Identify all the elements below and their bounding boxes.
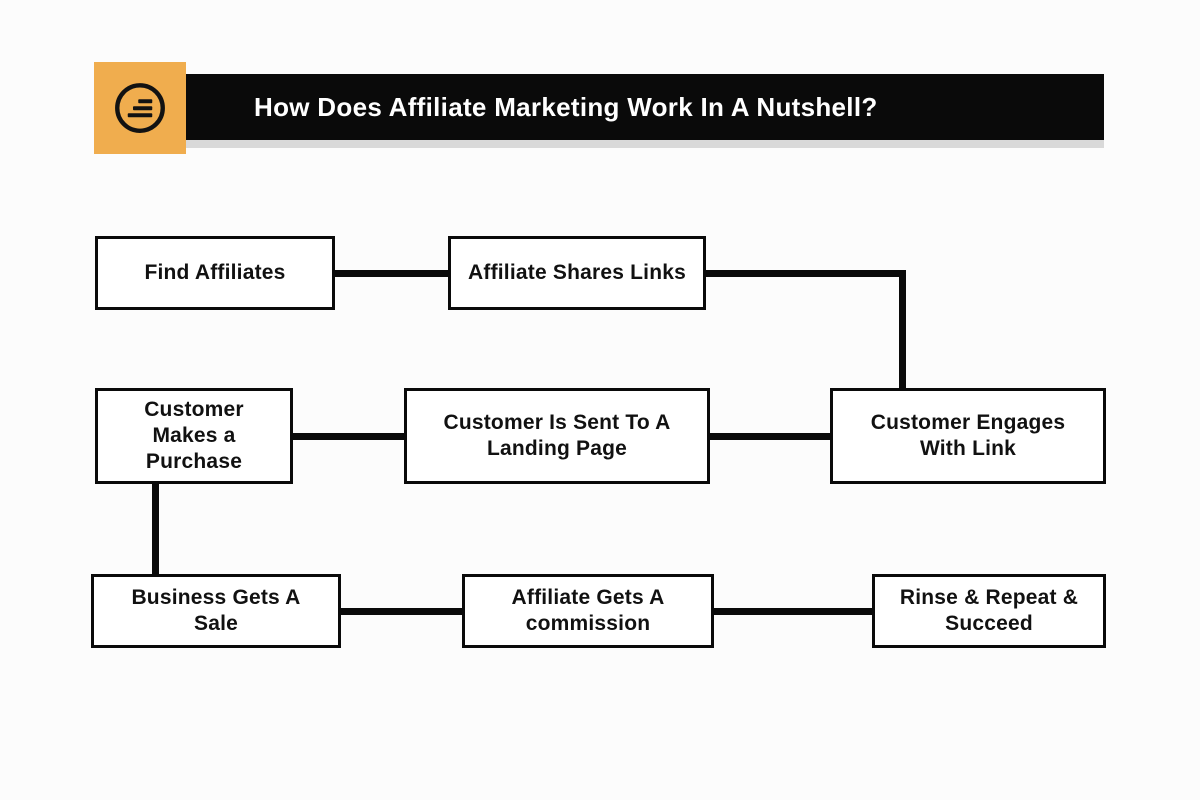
edge-n7-n8 [714, 608, 874, 615]
node-n8: Rinse & Repeat & Succeed [872, 574, 1106, 648]
node-n3: Customer Engages With Link [830, 388, 1106, 484]
node-n7: Affiliate Gets A commission [462, 574, 714, 648]
node-n4: Customer Is Sent To A Landing Page [404, 388, 710, 484]
flowchart-canvas: Find Affiliates Affiliate Shares Links Cus… [0, 0, 1200, 800]
edge-n5-n6 [152, 484, 159, 576]
node-n5: Customer Makes a Purchase [95, 388, 293, 484]
edge-n2-n3 [706, 270, 906, 277]
edge-n2-n3 [899, 270, 906, 390]
node-n6: Business Gets A Sale [91, 574, 341, 648]
node-n1: Find Affiliates [95, 236, 335, 310]
edge-n6-n7 [341, 608, 464, 615]
edge-n4-n5 [293, 433, 404, 440]
edge-n3-n4 [710, 433, 833, 440]
node-n2: Affiliate Shares Links [448, 236, 706, 310]
edge-n1-n2 [335, 270, 448, 277]
